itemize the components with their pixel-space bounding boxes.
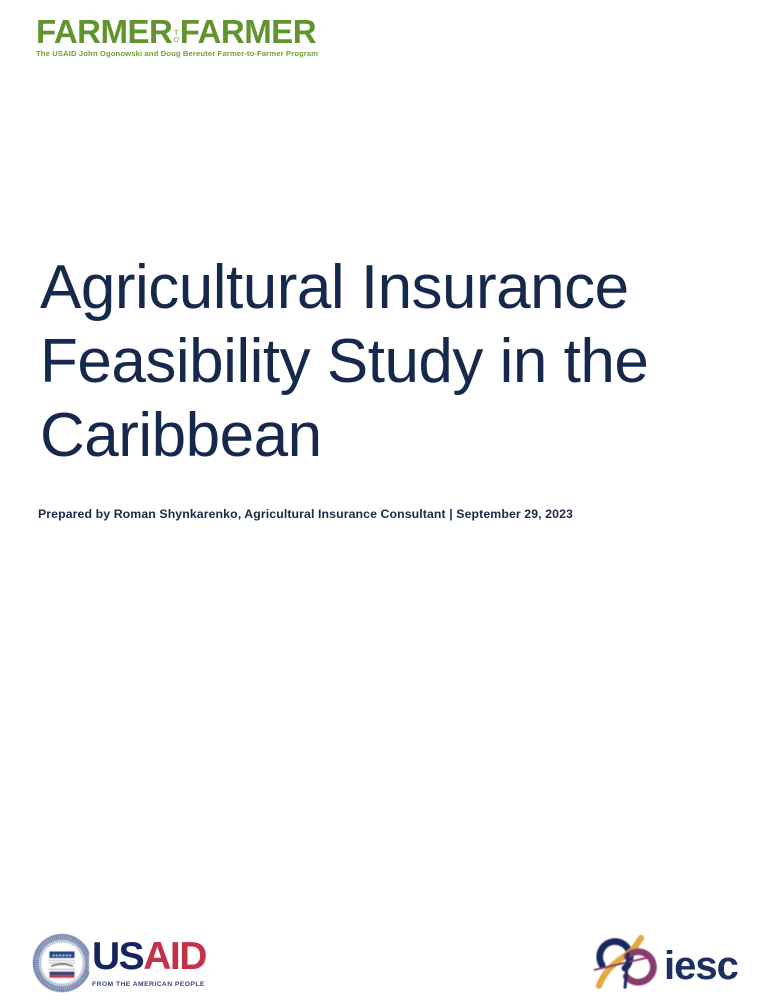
svg-text:★★★★★★: ★★★★★★ bbox=[51, 953, 72, 957]
